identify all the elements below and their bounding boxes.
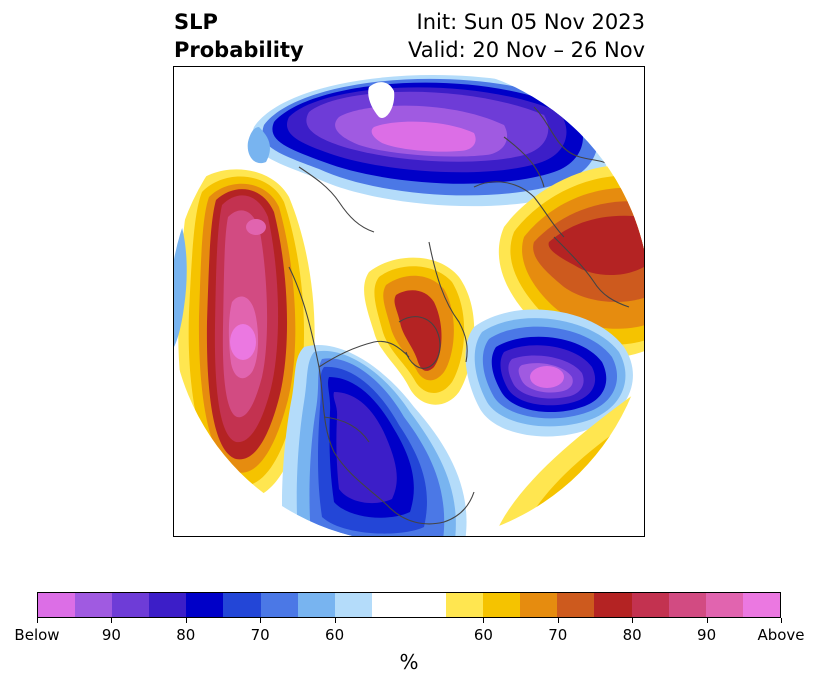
colorbar-segment — [371, 593, 409, 617]
colorbar-tick-label: Above — [757, 626, 805, 644]
colorbar-segment — [149, 593, 187, 617]
colorbar-tickmark — [557, 618, 559, 623]
map-title-right: Init: Sun 05 Nov 2023 Valid: 20 Nov – 26… — [408, 8, 645, 64]
variable-label: SLP — [174, 10, 218, 34]
colorbar-tickmark — [781, 618, 782, 623]
colorbar-segment — [297, 593, 335, 617]
colorbar-tickmark — [632, 618, 634, 623]
colorbar-tickmark — [185, 618, 187, 623]
arctic-below-anomaly — [252, 74, 612, 207]
atlantic-below-anomaly — [465, 309, 633, 437]
colorbar-tickmark — [111, 618, 113, 623]
colorbar-tick-label: 60 — [325, 626, 345, 644]
colorbar-segment — [38, 593, 76, 617]
colorbar-tickmark — [260, 618, 262, 623]
greenland-above-anomaly — [364, 257, 475, 405]
init-date-label: Init: Sun 05 Nov 2023 — [416, 10, 645, 34]
colorbar-segment — [112, 593, 150, 617]
colorbar-segment — [557, 593, 595, 617]
colorbar-segment — [408, 593, 447, 617]
colorbar-segment — [334, 593, 372, 617]
colorbar-segment — [75, 593, 113, 617]
colorbar-segment — [668, 593, 706, 617]
colorbar-tick-label: 70 — [250, 626, 270, 644]
colorbar-unit-label: % — [399, 650, 419, 674]
colorbar-segment — [520, 593, 558, 617]
colorbar-segment — [742, 593, 780, 617]
colorbar-segment — [594, 593, 632, 617]
colorbar-tickmark — [37, 618, 38, 623]
colorbar-tick-label: Below — [14, 626, 60, 644]
valid-date-label: Valid: 20 Nov – 26 Nov — [408, 38, 645, 62]
colorbar-segment — [631, 593, 669, 617]
probability-map — [173, 66, 645, 537]
product-label: Probability — [174, 38, 304, 62]
pacific-above-anomaly — [178, 169, 315, 499]
north-america-below-anomaly — [282, 345, 467, 536]
colorbar-tickmark — [334, 618, 336, 623]
colorbar-segment — [446, 593, 484, 617]
map-title-left: SLP Probability — [174, 8, 304, 64]
colorbar-tick-label: 80 — [622, 626, 642, 644]
colorbar-tick-label: 70 — [548, 626, 568, 644]
colorbar-tickmark — [706, 618, 708, 623]
colorbar-tick-label: 90 — [101, 626, 121, 644]
polar-stereographic-map — [174, 67, 644, 536]
colorbar-tick-label: 90 — [697, 626, 717, 644]
colorbar-segment — [186, 593, 224, 617]
colorbar-tick-label: 80 — [176, 626, 196, 644]
colorbar-segment — [705, 593, 743, 617]
colorbar-tick-label: 60 — [473, 626, 493, 644]
colorbar-tickmark — [483, 618, 485, 623]
colorbar-segment — [260, 593, 298, 617]
colorbar-segment — [483, 593, 521, 617]
probability-colorbar — [37, 592, 781, 618]
colorbar-segment — [223, 593, 261, 617]
